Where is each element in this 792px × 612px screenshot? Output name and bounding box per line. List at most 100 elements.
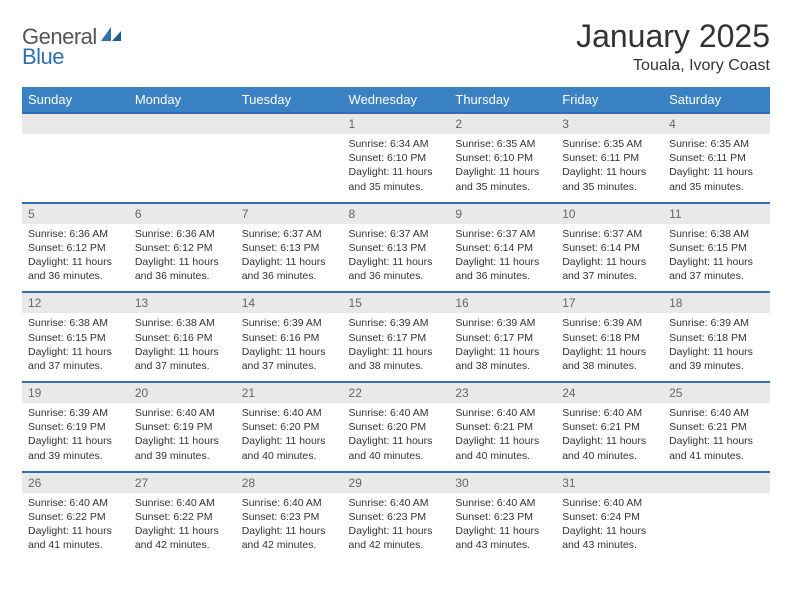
sunset-line: Sunset: 6:10 PM — [455, 151, 550, 165]
sunset-line: Sunset: 6:20 PM — [242, 420, 337, 434]
sunrise-line: Sunrise: 6:40 AM — [242, 496, 337, 510]
sunset-line: Sunset: 6:13 PM — [242, 241, 337, 255]
sunrise-line: Sunrise: 6:36 AM — [28, 227, 123, 241]
sunset-line: Sunset: 6:21 PM — [669, 420, 764, 434]
daylight-line: Daylight: 11 hours and 36 minutes. — [242, 255, 337, 283]
week-1-body: Sunrise: 6:36 AMSunset: 6:12 PMDaylight:… — [22, 224, 770, 293]
sunrise-line: Sunrise: 6:40 AM — [669, 406, 764, 420]
sunset-line: Sunset: 6:23 PM — [455, 510, 550, 524]
day-cell: Sunrise: 6:37 AMSunset: 6:13 PMDaylight:… — [343, 224, 450, 293]
day-number: 28 — [236, 472, 343, 493]
day-number: 19 — [22, 382, 129, 403]
daylight-line: Daylight: 11 hours and 42 minutes. — [242, 524, 337, 552]
sunrise-line: Sunrise: 6:40 AM — [135, 496, 230, 510]
week-2-header: 12131415161718 — [22, 292, 770, 313]
daylight-line: Daylight: 11 hours and 37 minutes. — [669, 255, 764, 283]
sunset-line: Sunset: 6:11 PM — [562, 151, 657, 165]
week-0-body: Sunrise: 6:34 AMSunset: 6:10 PMDaylight:… — [22, 134, 770, 203]
sunrise-line: Sunrise: 6:37 AM — [455, 227, 550, 241]
logo-sail-icon — [99, 25, 123, 48]
daylight-line: Daylight: 11 hours and 36 minutes. — [349, 255, 444, 283]
sunrise-line: Sunrise: 6:37 AM — [349, 227, 444, 241]
day-number: 8 — [343, 203, 450, 224]
day-number — [129, 113, 236, 134]
day-number: 27 — [129, 472, 236, 493]
sunset-line: Sunset: 6:14 PM — [455, 241, 550, 255]
sunrise-line: Sunrise: 6:39 AM — [455, 316, 550, 330]
day-cell: Sunrise: 6:39 AMSunset: 6:19 PMDaylight:… — [22, 403, 129, 472]
day-number: 25 — [663, 382, 770, 403]
day-number: 4 — [663, 113, 770, 134]
day-number: 7 — [236, 203, 343, 224]
daylight-line: Daylight: 11 hours and 36 minutes. — [28, 255, 123, 283]
sunset-line: Sunset: 6:21 PM — [562, 420, 657, 434]
sunrise-line: Sunrise: 6:37 AM — [242, 227, 337, 241]
day-number: 30 — [449, 472, 556, 493]
week-4-header: 262728293031 — [22, 472, 770, 493]
sunrise-line: Sunrise: 6:38 AM — [669, 227, 764, 241]
day-cell: Sunrise: 6:40 AMSunset: 6:19 PMDaylight:… — [129, 403, 236, 472]
sunrise-line: Sunrise: 6:40 AM — [349, 406, 444, 420]
sunset-line: Sunset: 6:21 PM — [455, 420, 550, 434]
sunrise-line: Sunrise: 6:39 AM — [562, 316, 657, 330]
sunrise-line: Sunrise: 6:39 AM — [242, 316, 337, 330]
day-number — [236, 113, 343, 134]
daylight-line: Daylight: 11 hours and 36 minutes. — [135, 255, 230, 283]
day-cell: Sunrise: 6:39 AMSunset: 6:16 PMDaylight:… — [236, 313, 343, 382]
day-number: 21 — [236, 382, 343, 403]
dow-wednesday: Wednesday — [343, 87, 450, 113]
dow-monday: Monday — [129, 87, 236, 113]
day-cell: Sunrise: 6:40 AMSunset: 6:21 PMDaylight:… — [556, 403, 663, 472]
day-cell: Sunrise: 6:40 AMSunset: 6:22 PMDaylight:… — [129, 493, 236, 561]
day-cell: Sunrise: 6:35 AMSunset: 6:10 PMDaylight:… — [449, 134, 556, 203]
sunrise-line: Sunrise: 6:40 AM — [349, 496, 444, 510]
sunrise-line: Sunrise: 6:34 AM — [349, 137, 444, 151]
day-cell — [129, 134, 236, 203]
sunset-line: Sunset: 6:13 PM — [349, 241, 444, 255]
day-cell: Sunrise: 6:37 AMSunset: 6:14 PMDaylight:… — [449, 224, 556, 293]
sunset-line: Sunset: 6:12 PM — [28, 241, 123, 255]
day-cell: Sunrise: 6:34 AMSunset: 6:10 PMDaylight:… — [343, 134, 450, 203]
day-number: 13 — [129, 292, 236, 313]
sunrise-line: Sunrise: 6:39 AM — [669, 316, 764, 330]
day-of-week-row: SundayMondayTuesdayWednesdayThursdayFrid… — [22, 87, 770, 113]
day-cell: Sunrise: 6:38 AMSunset: 6:15 PMDaylight:… — [663, 224, 770, 293]
sunset-line: Sunset: 6:23 PM — [349, 510, 444, 524]
daylight-line: Daylight: 11 hours and 35 minutes. — [349, 165, 444, 193]
daylight-line: Daylight: 11 hours and 35 minutes. — [562, 165, 657, 193]
daylight-line: Daylight: 11 hours and 35 minutes. — [669, 165, 764, 193]
logo-subtext: Blue — [22, 44, 64, 70]
day-number: 5 — [22, 203, 129, 224]
daylight-line: Daylight: 11 hours and 40 minutes. — [242, 434, 337, 462]
sunrise-line: Sunrise: 6:35 AM — [455, 137, 550, 151]
day-number: 14 — [236, 292, 343, 313]
sunrise-line: Sunrise: 6:35 AM — [562, 137, 657, 151]
sunset-line: Sunset: 6:10 PM — [349, 151, 444, 165]
sunset-line: Sunset: 6:17 PM — [349, 331, 444, 345]
day-number: 12 — [22, 292, 129, 313]
daylight-line: Daylight: 11 hours and 38 minutes. — [562, 345, 657, 373]
sunrise-line: Sunrise: 6:40 AM — [28, 496, 123, 510]
day-number: 18 — [663, 292, 770, 313]
sunrise-line: Sunrise: 6:38 AM — [28, 316, 123, 330]
sunset-line: Sunset: 6:19 PM — [135, 420, 230, 434]
daylight-line: Daylight: 11 hours and 39 minutes. — [135, 434, 230, 462]
day-number: 10 — [556, 203, 663, 224]
sunrise-line: Sunrise: 6:40 AM — [242, 406, 337, 420]
day-cell: Sunrise: 6:36 AMSunset: 6:12 PMDaylight:… — [129, 224, 236, 293]
sunrise-line: Sunrise: 6:40 AM — [455, 496, 550, 510]
day-number: 1 — [343, 113, 450, 134]
daylight-line: Daylight: 11 hours and 39 minutes. — [28, 434, 123, 462]
day-cell: Sunrise: 6:39 AMSunset: 6:17 PMDaylight:… — [343, 313, 450, 382]
daylight-line: Daylight: 11 hours and 36 minutes. — [455, 255, 550, 283]
month-title: January 2025 — [576, 18, 770, 55]
daylight-line: Daylight: 11 hours and 38 minutes. — [349, 345, 444, 373]
day-number: 9 — [449, 203, 556, 224]
daylight-line: Daylight: 11 hours and 40 minutes. — [349, 434, 444, 462]
day-cell: Sunrise: 6:40 AMSunset: 6:21 PMDaylight:… — [663, 403, 770, 472]
day-cell: Sunrise: 6:40 AMSunset: 6:23 PMDaylight:… — [343, 493, 450, 561]
day-number: 24 — [556, 382, 663, 403]
daylight-line: Daylight: 11 hours and 35 minutes. — [455, 165, 550, 193]
sunset-line: Sunset: 6:22 PM — [28, 510, 123, 524]
day-cell: Sunrise: 6:40 AMSunset: 6:20 PMDaylight:… — [236, 403, 343, 472]
